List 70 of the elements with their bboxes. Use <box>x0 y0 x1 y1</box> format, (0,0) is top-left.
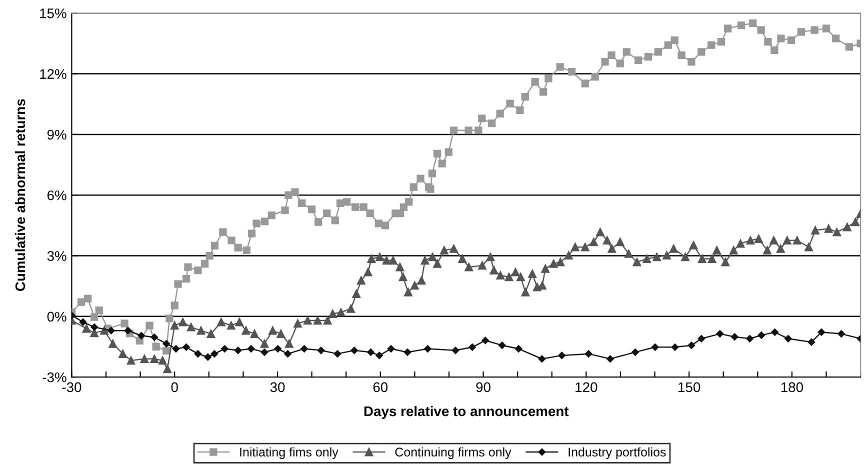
point <box>731 333 738 340</box>
x-axis-title: Days relative to announcement <box>364 406 569 419</box>
x-tick-label: 30 <box>270 382 285 392</box>
point <box>260 348 268 356</box>
point <box>671 344 679 351</box>
point <box>108 326 115 334</box>
point <box>558 352 566 360</box>
point <box>538 355 546 363</box>
legend-label: Continuing firms only <box>395 447 512 459</box>
point <box>317 346 325 354</box>
x-tick-label: 120 <box>576 382 598 392</box>
x-tick-label: 60 <box>373 382 388 392</box>
point <box>79 318 87 326</box>
x-tick-label: 0 <box>171 382 178 392</box>
point <box>221 345 228 352</box>
point <box>651 344 659 351</box>
point <box>716 330 724 338</box>
point <box>746 335 754 342</box>
legend-label: Initiating fims only <box>240 447 338 459</box>
point <box>818 328 826 336</box>
point <box>182 344 190 351</box>
point <box>172 345 180 352</box>
point <box>247 345 255 352</box>
y-tick-label: 15% <box>40 8 66 18</box>
point <box>194 350 202 358</box>
point <box>376 352 383 360</box>
x-tick-label: 180 <box>781 382 803 392</box>
point <box>90 323 98 331</box>
point <box>138 332 145 340</box>
point <box>274 345 282 352</box>
point <box>162 340 170 348</box>
y-axis-title: Cumulative abnormal returns <box>14 99 26 291</box>
y-tick-label: -3% <box>42 372 66 382</box>
point <box>606 355 614 363</box>
point <box>124 326 132 334</box>
point <box>688 342 696 349</box>
point <box>808 338 816 346</box>
point <box>784 335 792 342</box>
point <box>468 344 476 351</box>
y-tick-label: 6% <box>47 190 66 200</box>
point <box>758 332 766 339</box>
point <box>350 346 358 354</box>
point <box>150 334 158 341</box>
point <box>584 350 592 358</box>
point <box>482 336 489 344</box>
point <box>300 345 308 352</box>
x-tick-label: -30 <box>62 382 82 392</box>
x-tick-label: 150 <box>678 382 700 392</box>
point <box>367 348 374 356</box>
y-tick-label: 9% <box>47 130 66 140</box>
point <box>498 342 506 349</box>
y-tick-label: 3% <box>47 251 66 261</box>
y-tick-label: 12% <box>40 69 66 79</box>
point <box>334 350 342 358</box>
y-tick-label: 0% <box>47 312 66 322</box>
point <box>424 345 432 352</box>
point <box>387 345 395 352</box>
x-tick-label: 90 <box>476 382 490 392</box>
point <box>838 330 845 338</box>
point <box>210 350 218 358</box>
point <box>404 348 412 356</box>
legend-label: Industry portfolios <box>568 447 666 459</box>
point <box>698 335 706 342</box>
point <box>632 348 639 356</box>
point <box>204 353 212 361</box>
point <box>771 328 778 336</box>
point <box>452 346 460 354</box>
point <box>284 350 292 358</box>
point <box>234 346 242 354</box>
point <box>514 345 522 352</box>
